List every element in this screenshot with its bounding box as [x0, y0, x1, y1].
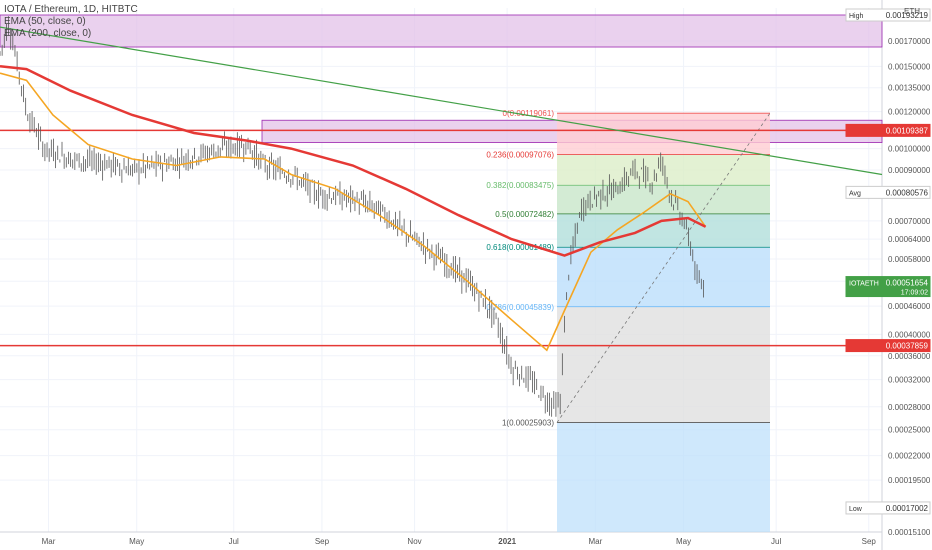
price-label-value: 0.00193219 — [886, 11, 929, 20]
chart-title: IOTA / Ethereum, 1D, HITBTC — [4, 4, 138, 15]
y-tick-label: 0.00135000 — [888, 84, 931, 93]
y-tick-label: 0.00058000 — [888, 255, 931, 264]
ema50-label: EMA (50, close, 0) — [4, 16, 86, 27]
price-label: 0.00037859 — [845, 339, 931, 353]
y-tick-label: 0.00015100 — [888, 528, 931, 537]
descending-trendline — [0, 26, 883, 176]
fib-band — [557, 213, 770, 248]
price-label-tag: High — [849, 13, 864, 20]
price-label-value: 0.00109387 — [886, 126, 929, 135]
x-tick-label: Jul — [771, 537, 781, 546]
x-tick-label: May — [676, 537, 691, 546]
y-tick-label: 0.00070000 — [888, 217, 931, 226]
ema50-line — [0, 72, 707, 352]
upper-resistance-zone — [0, 14, 883, 48]
price-label-value: 0.00080576 — [886, 188, 929, 197]
fib-level-label: 1(0.00025903) — [502, 419, 554, 428]
price-label-value: 0.00051654 — [886, 279, 929, 288]
price-label-box — [845, 123, 931, 137]
y-tick-label: 0.00090000 — [888, 166, 931, 175]
price-label-value: 0.00017002 — [886, 504, 929, 513]
fib-level-label: 0.382(0.00083475) — [486, 181, 554, 190]
fib-band — [557, 247, 770, 307]
y-tick-label: 0.00022000 — [888, 452, 931, 461]
fib-trend-line — [556, 112, 771, 423]
price-label: Low 0.00017002 — [845, 501, 931, 515]
price-label-tag: IOTAETH — [849, 281, 879, 288]
fib-level-label: 0(0.00119061) — [503, 109, 555, 118]
fib-extension-band — [557, 422, 770, 532]
ema200-label: EMA (200, close, 0) — [4, 28, 92, 39]
x-tick-label: Nov — [407, 537, 421, 546]
y-tick-label: 0.00032000 — [888, 376, 931, 385]
y-tick-label: 0.00028000 — [888, 403, 931, 412]
y-tick-label: 0.00019500 — [888, 476, 931, 485]
y-tick-label: 0.00025000 — [888, 426, 931, 435]
x-tick-label: May — [129, 537, 144, 546]
y-tick-label: 0.00036000 — [888, 352, 931, 361]
quote-currency-label: ETH — [904, 7, 920, 16]
price-label: IOTAETH 0.00051654 17:09:02 — [845, 276, 931, 298]
price-label-countdown: 17:09:02 — [901, 290, 928, 297]
fib-level-label: 0.786(0.00045839) — [486, 303, 554, 312]
fib-band — [557, 154, 770, 186]
price-label: 0.00109387 — [845, 123, 931, 137]
price-label: High 0.00193219 — [845, 8, 931, 22]
x-tick-label: Jul — [229, 537, 239, 546]
fib-band — [557, 113, 770, 155]
y-tick-label: 0.00120000 — [888, 108, 931, 117]
fib-level-label: 0.236(0.00097076) — [486, 151, 554, 160]
y-tick-label: 0.00046000 — [888, 302, 931, 311]
x-tick-label: Mar — [588, 537, 602, 546]
price-label-box — [845, 185, 931, 199]
fib-band — [557, 306, 770, 423]
x-tick-label: 2021 — [498, 537, 516, 546]
price-label-tag: Low — [849, 506, 863, 513]
x-tick-label: Mar — [42, 537, 56, 546]
y-tick-label: 0.00040000 — [888, 330, 931, 339]
price-label-box — [845, 501, 931, 515]
y-tick-label: 0.00150000 — [888, 62, 931, 71]
fib-level-label: 0.618(0.00061489) — [486, 243, 554, 252]
y-tick-label: 0.00170000 — [888, 37, 931, 46]
y-tick-label: 0.00064000 — [888, 235, 931, 244]
price-label-box — [845, 276, 931, 298]
price-label-tag: Avg — [849, 190, 861, 197]
price-label-box — [845, 339, 931, 353]
y-tick-label: 0.00100000 — [888, 145, 931, 154]
price-label-box — [845, 8, 931, 22]
x-tick-label: Sep — [315, 537, 330, 546]
fib-level-label: 0.5(0.00072482) — [495, 210, 554, 219]
price-label: Avg 0.00080576 — [845, 185, 931, 199]
chart-legend: IOTA / Ethereum, 1D, HITBTC EMA (50, clo… — [4, 4, 138, 40]
price-label-value: 0.00037859 — [886, 342, 929, 351]
x-tick-label: Sep — [862, 537, 877, 546]
ema200-line — [0, 65, 707, 257]
